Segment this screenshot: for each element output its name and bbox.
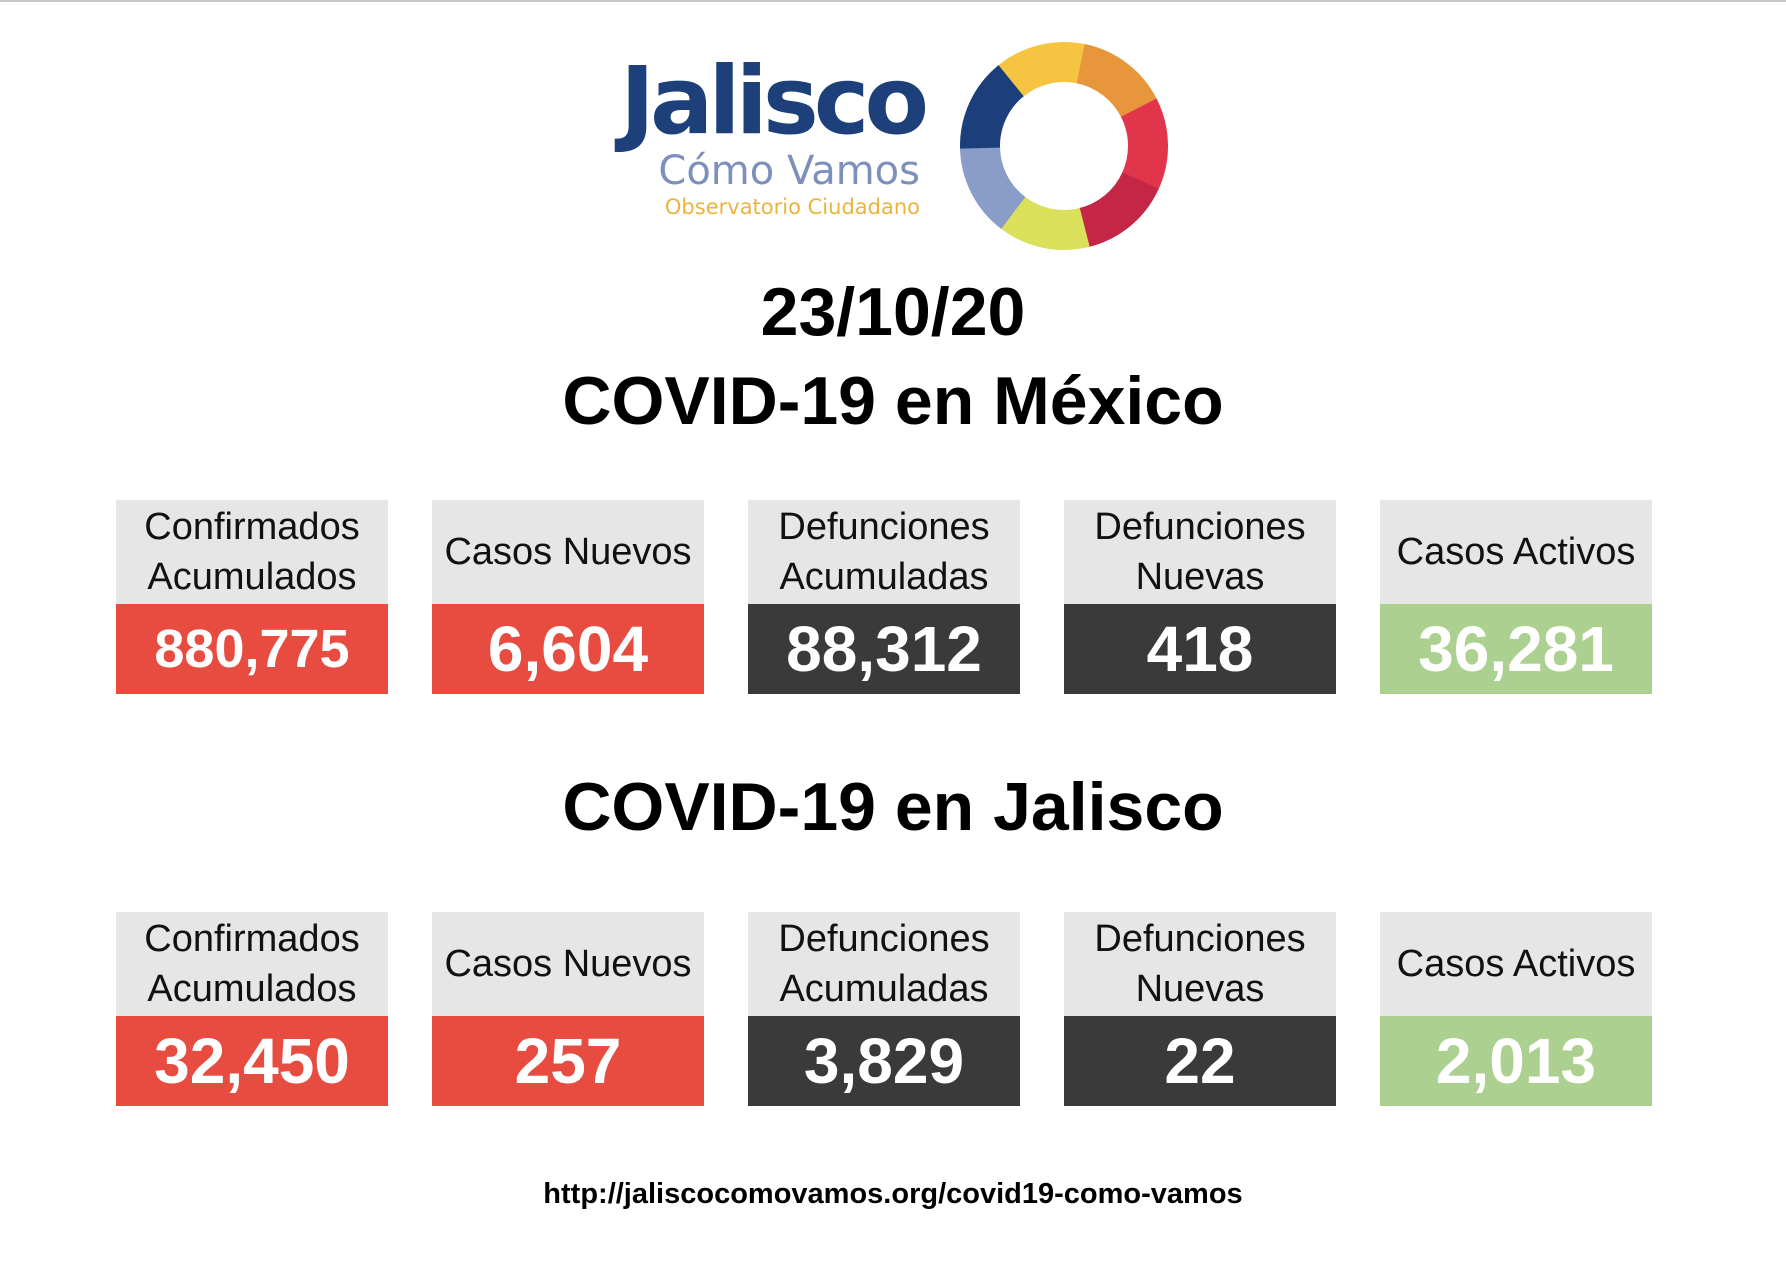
ring-segment xyxy=(1077,171,1159,248)
ring-segments xyxy=(960,42,1168,250)
ring-segment xyxy=(1120,98,1168,191)
stat-label: Casos Nuevos xyxy=(432,500,704,604)
stat-card-confirmados-acumulados: Confirmados Acumulados 32,450 xyxy=(116,912,388,1106)
stat-label: Casos Activos xyxy=(1380,500,1652,604)
stat-card-casos-nuevos: Casos Nuevos 257 xyxy=(432,912,704,1106)
stat-value: 6,604 xyxy=(432,604,704,694)
stat-label: Casos Activos xyxy=(1380,912,1652,1016)
stat-label: Casos Nuevos xyxy=(432,912,704,1016)
ring-segment xyxy=(999,195,1090,250)
stat-value: 257 xyxy=(432,1016,704,1106)
stat-card-casos-nuevos: Casos Nuevos 6,604 xyxy=(432,500,704,694)
logo-main-text: Jalisco xyxy=(620,47,929,156)
section-title-mexico: COVID-19 en México xyxy=(562,363,1224,439)
top-divider xyxy=(0,0,1786,2)
stat-value: 22 xyxy=(1064,1016,1336,1106)
stat-card-defunciones-acumuladas: Defunciones Acumuladas 88,312 xyxy=(748,500,1020,694)
stat-label: Defunciones Nuevas xyxy=(1064,912,1336,1016)
ring-segment xyxy=(1075,44,1158,119)
stat-value: 418 xyxy=(1064,604,1336,694)
logo-tagline: Observatorio Ciudadano xyxy=(664,195,920,219)
stat-card-casos-activos: Casos Activos 36,281 xyxy=(1380,500,1652,694)
ring-segment xyxy=(960,145,1026,229)
stats-row-jalisco: Confirmados Acumulados 32,450 Casos Nuev… xyxy=(0,912,1786,1106)
stat-value: 2,013 xyxy=(1380,1016,1652,1106)
stat-label: Defunciones Nuevas xyxy=(1064,500,1336,604)
stat-value: 36,281 xyxy=(1380,604,1652,694)
stat-value: 32,450 xyxy=(116,1016,388,1106)
stat-card-confirmados-acumulados: Confirmados Acumulados 880,775 xyxy=(116,500,388,694)
ring-segment xyxy=(997,42,1087,98)
stat-value: 3,829 xyxy=(748,1016,1020,1106)
jalisco-como-vamos-logo: Jalisco Cómo Vamos Observatorio Ciudadan… xyxy=(620,40,1180,250)
logo-subtitle: Cómo Vamos xyxy=(658,148,920,194)
stat-card-casos-activos: Casos Activos 2,013 xyxy=(1380,912,1652,1106)
stat-label: Confirmados Acumulados xyxy=(116,912,388,1016)
ring-segment xyxy=(960,65,1025,149)
stat-value: 880,775 xyxy=(116,604,388,694)
stat-label: Defunciones Acumuladas xyxy=(748,912,1020,1016)
stat-card-defunciones-acumuladas: Defunciones Acumuladas 3,829 xyxy=(748,912,1020,1106)
stat-label: Defunciones Acumuladas xyxy=(748,500,1020,604)
source-url-link[interactable]: http://jaliscocomovamos.org/covid19-como… xyxy=(543,1178,1243,1210)
stat-label: Confirmados Acumulados xyxy=(116,500,388,604)
stat-card-defunciones-nuevas: Defunciones Nuevas 22 xyxy=(1064,912,1336,1106)
logo-wordmark: Jalisco Cómo Vamos Observatorio Ciudadan… xyxy=(620,47,929,222)
stat-card-defunciones-nuevas: Defunciones Nuevas 418 xyxy=(1064,500,1336,694)
report-date: 23/10/20 xyxy=(760,274,1026,350)
stats-row-mexico: Confirmados Acumulados 880,775 Casos Nue… xyxy=(0,500,1786,694)
section-title-jalisco: COVID-19 en Jalisco xyxy=(562,769,1224,845)
logo-ring-icon xyxy=(960,42,1168,250)
stat-value: 88,312 xyxy=(748,604,1020,694)
